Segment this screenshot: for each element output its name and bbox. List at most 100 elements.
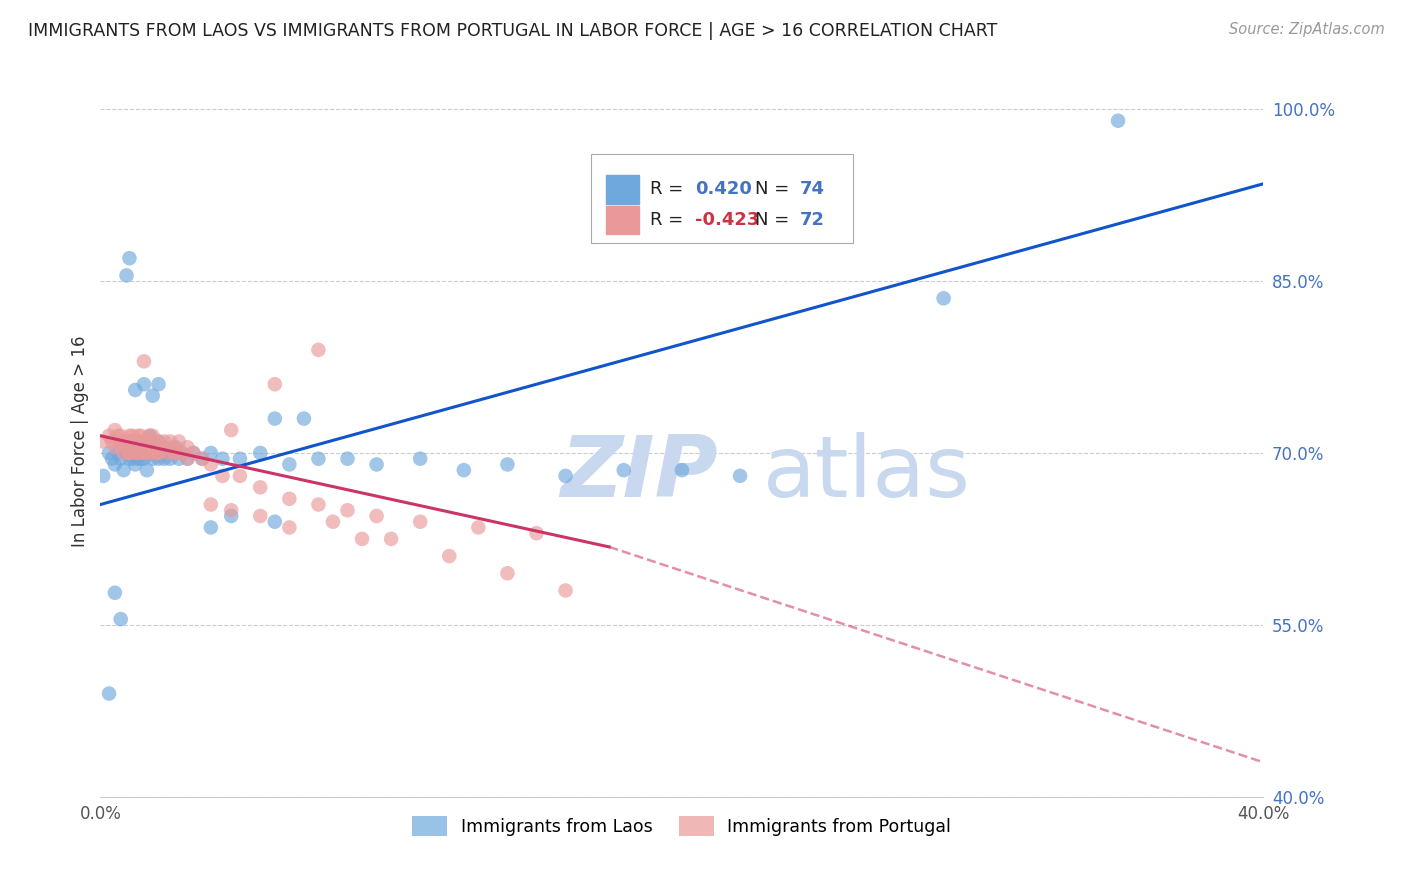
Point (132, 354, 155, 368)
Point (107, 429, 129, 443)
Point (127, 446, 149, 460)
Point (496, 458, 519, 472)
Legend: Immigrants from Laos, Immigrants from Portugal: Immigrants from Laos, Immigrants from Po… (405, 809, 959, 843)
Point (211, 469, 233, 483)
Text: IMMIGRANTS FROM LAOS VS IMMIGRANTS FROM PORTUGAL IN LABOR FORCE | AGE > 16 CORRE: IMMIGRANTS FROM LAOS VS IMMIGRANTS FROM … (28, 22, 997, 40)
Point (467, 520, 489, 534)
Point (124, 383, 146, 397)
Point (219, 423, 242, 437)
Point (135, 434, 157, 449)
Point (671, 463, 693, 477)
FancyBboxPatch shape (591, 153, 853, 243)
Point (115, 434, 138, 449)
Point (124, 458, 146, 472)
Point (112, 463, 135, 477)
Point (249, 446, 271, 460)
Point (104, 423, 127, 437)
Text: R =: R = (651, 180, 689, 198)
Point (292, 411, 315, 425)
Point (409, 451, 432, 466)
Point (129, 451, 152, 466)
Point (366, 508, 388, 523)
Point (104, 440, 127, 454)
Point (249, 508, 271, 523)
Bar (606, 206, 638, 234)
Point (200, 520, 222, 534)
Point (104, 458, 127, 472)
Point (107, 434, 129, 449)
Point (156, 446, 179, 460)
Point (165, 446, 187, 460)
Point (159, 451, 181, 466)
Point (350, 532, 373, 546)
Text: -0.423: -0.423 (695, 211, 759, 229)
Point (142, 451, 165, 466)
Point (129, 429, 152, 443)
Point (148, 377, 170, 392)
Point (132, 446, 155, 460)
Point (98, 429, 121, 443)
Text: atlas: atlas (763, 432, 972, 515)
Point (150, 446, 173, 460)
Point (145, 446, 167, 460)
Bar (606, 175, 638, 203)
Point (132, 434, 155, 449)
Point (115, 446, 138, 460)
Text: Source: ZipAtlas.com: Source: ZipAtlas.com (1229, 22, 1385, 37)
Point (148, 434, 170, 449)
Point (91, 434, 114, 449)
Point (139, 429, 162, 443)
Point (135, 440, 157, 454)
Point (110, 429, 132, 443)
Point (107, 446, 129, 460)
Point (91, 469, 114, 483)
Point (127, 451, 149, 466)
Point (132, 451, 155, 466)
Text: N =: N = (755, 211, 796, 229)
Point (110, 434, 132, 449)
Point (278, 491, 301, 506)
Point (112, 440, 135, 454)
Point (453, 463, 475, 477)
Point (307, 343, 329, 357)
Point (409, 515, 432, 529)
Point (176, 451, 198, 466)
Point (183, 446, 205, 460)
Point (176, 440, 198, 454)
Text: 72: 72 (800, 211, 824, 229)
Point (142, 440, 165, 454)
Point (307, 451, 329, 466)
Point (153, 451, 176, 466)
Point (219, 508, 242, 523)
Point (145, 446, 167, 460)
Point (526, 526, 548, 541)
Point (135, 446, 157, 460)
Point (191, 451, 214, 466)
Point (98, 446, 121, 460)
Point (124, 434, 146, 449)
Point (191, 451, 214, 466)
Point (115, 268, 138, 283)
Point (148, 446, 170, 460)
Text: 0.420: 0.420 (695, 180, 752, 198)
Point (200, 446, 222, 460)
Point (728, 469, 751, 483)
Point (104, 586, 127, 600)
Point (613, 463, 636, 477)
Point (554, 469, 576, 483)
Point (139, 446, 162, 460)
Text: 74: 74 (800, 180, 824, 198)
Point (307, 498, 329, 512)
Point (121, 429, 143, 443)
Point (118, 451, 141, 466)
Text: ZIP: ZIP (560, 432, 717, 515)
Point (162, 446, 184, 460)
Point (121, 434, 143, 449)
Point (200, 458, 222, 472)
Point (170, 446, 193, 460)
Y-axis label: In Labor Force | Age > 16: In Labor Force | Age > 16 (72, 335, 89, 548)
Point (132, 446, 155, 460)
Point (101, 451, 124, 466)
Point (249, 480, 271, 494)
Point (132, 434, 155, 449)
